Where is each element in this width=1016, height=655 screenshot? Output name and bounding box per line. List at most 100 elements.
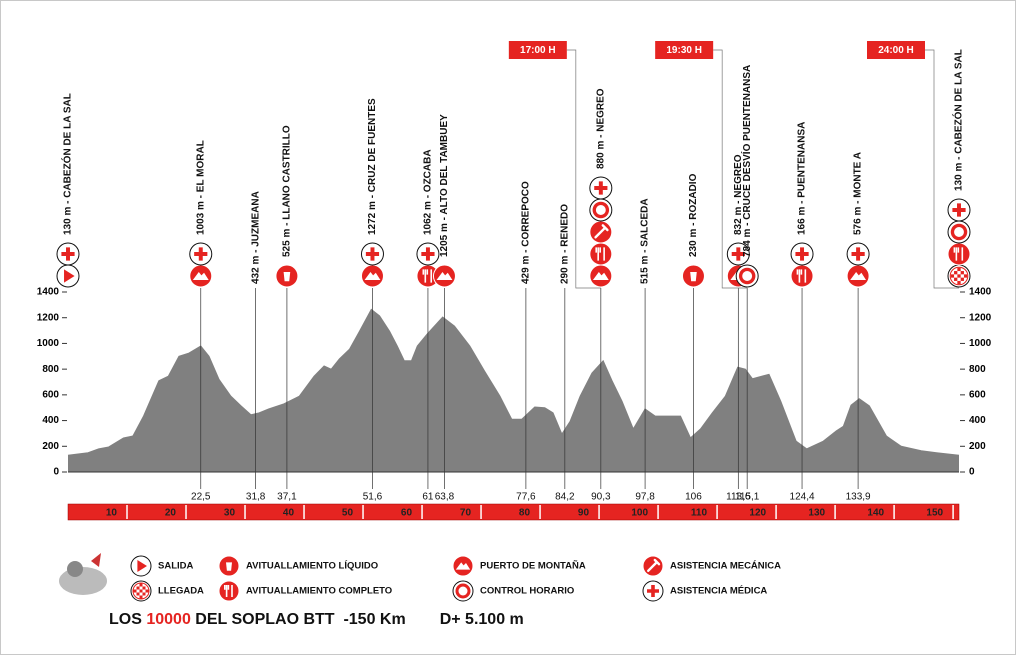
- y-tick-label: 1200: [969, 312, 992, 323]
- legend-label: AVITUALLAMIENTO COMPLETO: [246, 586, 392, 597]
- y-tick-label: 400: [969, 415, 986, 426]
- x-tick-label: 20: [165, 508, 177, 519]
- icon: [189, 264, 213, 288]
- waypoint-km: 22,5: [191, 492, 211, 503]
- time-label: 17:00 H: [520, 45, 556, 56]
- icon: [452, 555, 474, 577]
- time-connector: [566, 49, 601, 289]
- icon: [642, 580, 664, 602]
- y-tick-label: 600: [42, 389, 59, 400]
- waypoint-km: 90,3: [591, 492, 611, 503]
- icon-bg: [947, 242, 971, 266]
- icon: [360, 264, 384, 288]
- icon-symbol: [136, 586, 140, 590]
- waypoint-label: 429 m - CORREPOCO: [521, 181, 532, 284]
- waypoint-km: 133,9: [846, 492, 871, 503]
- icon-symbol: [421, 247, 435, 261]
- x-tick-label: 130: [808, 508, 825, 519]
- waypoint-label: 1062 m - OZCABA: [423, 149, 434, 235]
- waypoint-km: 77,6: [516, 492, 536, 503]
- icon: [56, 264, 80, 288]
- waypoint-km: 61: [422, 492, 434, 503]
- icon: [275, 264, 299, 288]
- y-tick-label: 800: [969, 364, 986, 375]
- title-part: 10000: [146, 611, 191, 628]
- waypoint-km: 124,4: [790, 492, 815, 503]
- icon: [589, 176, 613, 200]
- waypoint-km: 113,6: [726, 492, 751, 503]
- icon: [130, 580, 152, 602]
- icon: [589, 242, 613, 266]
- time-box: [655, 41, 714, 59]
- icon-symbol: [647, 585, 659, 597]
- icon-symbol: [592, 272, 609, 280]
- x-tick-label: 100: [631, 508, 648, 519]
- legend-label: CONTROL HORARIO: [480, 586, 574, 597]
- icon-symbol: [594, 224, 609, 239]
- icon-symbol: [957, 280, 961, 285]
- x-tick-label: 70: [460, 508, 472, 519]
- time-box: [867, 41, 925, 59]
- icon: [416, 242, 440, 266]
- title: LOS 10000 DEL SOPLAO BTT -150 Km D+ 5.100…: [109, 611, 524, 629]
- legend-label: PUERTO DE MONTAÑA: [480, 561, 586, 572]
- icon-symbol: [139, 583, 143, 587]
- title-part: LOS: [109, 611, 147, 628]
- icon-symbol: [595, 247, 605, 261]
- icon-symbol: [455, 562, 471, 570]
- icon-symbol: [953, 247, 964, 261]
- icon-symbol: [226, 562, 232, 571]
- icon: [735, 264, 759, 288]
- icon: [56, 242, 80, 266]
- time-label: 24:00 H: [878, 45, 914, 56]
- icon-symbol: [422, 269, 433, 283]
- icon: [846, 264, 870, 288]
- icon-symbol: [133, 589, 137, 593]
- icon-symbol: [139, 589, 143, 593]
- icon-symbol: [436, 272, 453, 280]
- icon-symbol: [963, 274, 968, 278]
- x-tick-label: 60: [401, 508, 413, 519]
- x-tick-label: 30: [224, 508, 236, 519]
- icon-symbol: [960, 271, 964, 275]
- waypoint-label: 130 m - CABEZÓN DE LA SAL: [61, 93, 74, 235]
- elevation-gain: D+ 5.100 m: [439, 611, 524, 628]
- profile-line: [67, 308, 960, 456]
- time-connector: [713, 49, 748, 289]
- waypoint-label: 576 m - MONTE A: [853, 152, 864, 235]
- icon-symbol: [957, 274, 961, 278]
- distance-bar: [67, 503, 960, 521]
- waypoint-label: 1003 m - EL MORAL: [195, 140, 206, 235]
- icon-symbol: [137, 560, 147, 572]
- legend-label: SALIDA: [158, 561, 194, 572]
- x-tick-label: 110: [691, 508, 708, 519]
- icon: [130, 555, 152, 577]
- y-tick-label: 1400: [37, 287, 60, 298]
- icon: [790, 242, 814, 266]
- y-tick-label: 1200: [37, 312, 60, 323]
- waypoint-km: 115,1: [735, 492, 760, 503]
- icon-symbol: [64, 269, 75, 283]
- profile-area: [68, 309, 959, 472]
- waypoint-km: 37,1: [277, 492, 297, 503]
- waypoint-km: 63,8: [435, 492, 455, 503]
- waypoint-km: 51,6: [363, 492, 383, 503]
- icon-symbol: [957, 267, 961, 272]
- y-tick-label: 0: [969, 467, 975, 478]
- icon-symbol: [224, 585, 233, 597]
- icon-symbol: [850, 272, 867, 280]
- x-tick-label: 140: [867, 508, 884, 519]
- icon-symbol: [647, 558, 661, 572]
- waypoint-label: 832 m - NEGREO: [733, 154, 744, 235]
- time-box: [508, 41, 567, 59]
- icon-symbol: [731, 247, 745, 261]
- icon-symbol: [954, 227, 964, 237]
- icon-symbol: [954, 277, 958, 281]
- icon-symbol: [142, 586, 146, 590]
- legend-label: LLEGADA: [158, 586, 204, 597]
- mascot: [59, 553, 107, 595]
- icon-symbol: [142, 592, 146, 596]
- icon-symbol: [960, 277, 964, 281]
- icon-symbol: [742, 271, 753, 281]
